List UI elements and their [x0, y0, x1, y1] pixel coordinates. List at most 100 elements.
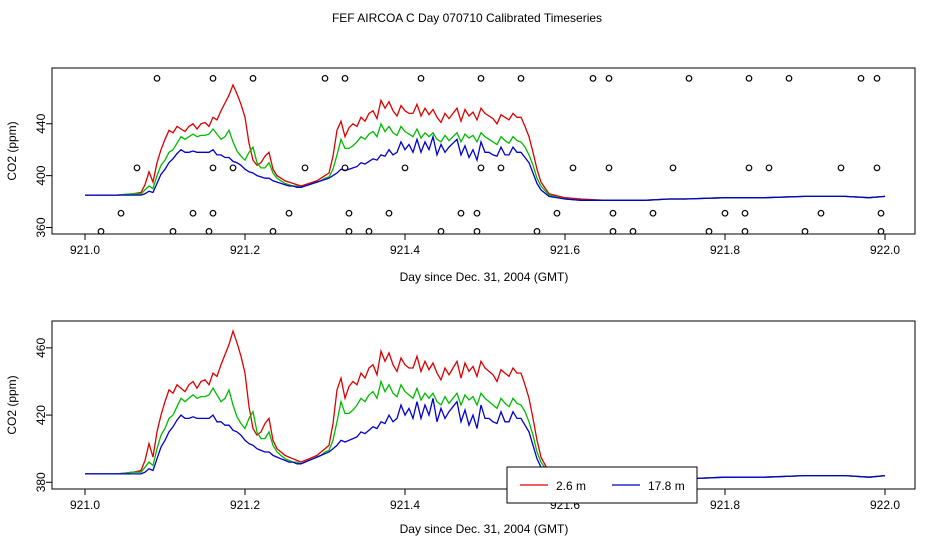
y-axis: 380 420 460 [34, 338, 52, 492]
y-axis-label: CO2 (ppm) [5, 121, 19, 180]
marker-point [169, 228, 177, 235]
x-tick-label: 922.0 [870, 498, 900, 512]
marker-point [741, 228, 749, 235]
legend: 2.6 m 17.8 m [506, 466, 698, 504]
x-tick-label: 921.0 [70, 243, 100, 257]
marker-point [229, 164, 237, 172]
x-tick-label: 921.4 [390, 243, 420, 257]
x-tick-label: 921.6 [550, 243, 580, 257]
y-axis-label: CO2 (ppm) [5, 375, 19, 434]
marker-point [153, 74, 161, 82]
x-tick-label: 922.0 [870, 243, 900, 257]
marker-point [605, 74, 613, 82]
marker-point [205, 228, 213, 235]
marker-point [385, 209, 393, 217]
y-tick-label: 420 [34, 405, 48, 425]
series-red-line [85, 328, 886, 482]
y-tick-label: 380 [34, 472, 48, 492]
marker-point [857, 74, 865, 82]
marker-point [269, 228, 277, 235]
marker-point [837, 164, 845, 172]
marker-point [873, 164, 881, 172]
marker-point [745, 164, 753, 172]
marker-point [97, 228, 105, 235]
marker-point [685, 74, 693, 82]
series-lines [85, 83, 886, 201]
marker-point [609, 209, 617, 217]
marker-point [497, 164, 505, 172]
marker-point [877, 228, 885, 235]
marker-point [477, 74, 485, 82]
y-axis: 360 400 440 [34, 113, 52, 238]
series-blue-line [85, 398, 886, 482]
marker-point [553, 209, 561, 217]
marker-point [609, 228, 617, 235]
marker-point [877, 209, 885, 217]
legend-label: 17.8 m [648, 479, 685, 493]
marker-point [649, 209, 657, 217]
marker-point [741, 209, 749, 217]
series-green-line [85, 122, 886, 201]
marker-point [765, 164, 773, 172]
x-axis: 921.0 921.2 921.4 921.6 921.8 922.0 [70, 234, 900, 257]
series-red-line [85, 83, 886, 201]
x-tick-label: 921.4 [390, 498, 420, 512]
y-tick-label: 460 [34, 338, 48, 358]
marker-point [133, 164, 141, 172]
marker-point [301, 164, 309, 172]
marker-point [517, 74, 525, 82]
x-tick-label: 921.2 [230, 243, 260, 257]
plot-frame [51, 320, 916, 490]
panel-top: 921.0 921.2 921.4 921.6 921.8 922.0 360 400 440… [5, 67, 916, 284]
marker-point [437, 228, 445, 235]
x-axis: 921.0 921.2 921.4 921.6 921.8 922.0 [70, 489, 900, 512]
marker-point [321, 74, 329, 82]
y-tick-label: 440 [34, 113, 48, 133]
series-lines [85, 328, 886, 482]
marker-point [209, 164, 217, 172]
marker-point [705, 228, 713, 235]
marker-point [745, 74, 753, 82]
series-green-line [85, 379, 886, 482]
marker-point [533, 228, 541, 235]
y-tick-label: 360 [34, 217, 48, 237]
marker-point [341, 164, 349, 172]
plot-frame [51, 67, 916, 235]
marker-point [249, 74, 257, 82]
marker-point [341, 74, 349, 82]
series-blue-line [85, 134, 886, 201]
marker-point [817, 209, 825, 217]
x-axis-label: Day since Dec. 31, 2004 (GMT) [400, 270, 569, 284]
marker-point [569, 164, 577, 172]
marker-point [345, 209, 353, 217]
marker-point [401, 164, 409, 172]
y-tick-label: 400 [34, 165, 48, 185]
marker-point [473, 228, 481, 235]
marker-point [189, 209, 197, 217]
x-tick-label: 921.8 [710, 498, 740, 512]
marker-point [605, 164, 613, 172]
marker-point [117, 209, 125, 217]
marker-point [801, 228, 809, 235]
marker-point [209, 74, 217, 82]
figure-title: FEF AIRCOA C Day 070710 Calibrated Times… [332, 11, 602, 25]
marker-point [873, 74, 881, 82]
marker-point [209, 209, 217, 217]
marker-point [721, 209, 729, 217]
marker-point [589, 74, 597, 82]
x-axis-label: Day since Dec. 31, 2004 (GMT) [400, 522, 569, 536]
x-tick-label: 921.8 [710, 243, 740, 257]
marker-point [629, 228, 637, 235]
marker-point [473, 209, 481, 217]
x-tick-label: 921.0 [70, 498, 100, 512]
marker-point [785, 74, 793, 82]
marker-point [285, 209, 293, 217]
legend-label: 2.6 m [556, 479, 586, 493]
marker-point [457, 209, 465, 217]
marker-point [477, 164, 485, 172]
marker-point [417, 74, 425, 82]
marker-point [365, 228, 373, 235]
x-tick-label: 921.2 [230, 498, 260, 512]
marker-point [669, 164, 677, 172]
